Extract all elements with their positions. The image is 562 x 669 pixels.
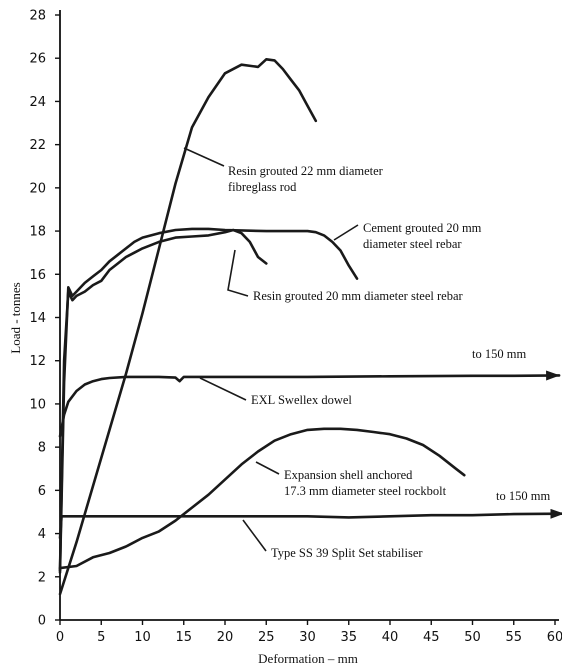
y-tick-label: 4	[38, 527, 46, 542]
annotation-label-7: to 150 mm	[496, 489, 550, 503]
y-tick-label: 2	[38, 570, 46, 585]
y-tick-label: 6	[38, 484, 46, 499]
annotation-label-4: to 150 mm	[472, 347, 526, 361]
x-tick-label: 50	[464, 630, 481, 645]
annotation-label-6: Expansion shell anchored	[284, 468, 413, 482]
y-tick-label: 28	[29, 9, 46, 24]
x-tick-label: 30	[299, 630, 316, 645]
series-line-3	[58, 228, 268, 572]
annotation-leader-5	[199, 377, 247, 401]
y-tick-label: 26	[29, 52, 46, 67]
y-tick-label: 12	[29, 354, 46, 369]
x-tick-label: 0	[56, 630, 64, 645]
annotations-group: Resin grouted 22 mm diameter fibreglass r…	[183, 147, 550, 560]
y-tick-label: 16	[29, 268, 46, 283]
y-tick-label: 18	[29, 225, 46, 240]
x-axis-title: Deformation – mm	[258, 651, 358, 666]
annotation-label-5: EXL Swellex dowel	[251, 393, 352, 407]
series-line-2	[58, 227, 359, 574]
x-tick-label: 60	[547, 630, 562, 645]
y-tick-label: 8	[38, 441, 46, 456]
x-tick-label: 55	[505, 630, 522, 645]
x-tick-label: 35	[340, 630, 357, 645]
annotation-leader-2	[333, 224, 359, 241]
annotation-label-1: Resin grouted 22 mm diameter	[228, 164, 384, 178]
annotation-leader-8	[242, 519, 267, 552]
y-tick-label: 0	[38, 614, 46, 629]
series-line-5	[58, 427, 466, 570]
series-group	[58, 58, 562, 596]
annotation-label-3: Resin grouted 20 mm diameter steel rebar	[253, 289, 463, 303]
annotation-leader-6	[255, 461, 280, 475]
annotation-leader-3	[227, 249, 249, 297]
y-tick-label: 22	[29, 138, 46, 153]
series-line-4	[58, 370, 561, 438]
y-tick-label: 10	[29, 397, 46, 412]
annotation-label-2: Cement grouted 20 mm	[363, 221, 482, 235]
y-axis-title: Load - tonnes	[8, 282, 23, 353]
x-tick-label: 15	[175, 630, 192, 645]
x-tick-label: 20	[217, 630, 234, 645]
y-tick-label: 14	[29, 311, 46, 326]
annotation-label-6: 17.3 mm diameter steel rockbolt	[284, 484, 447, 498]
y-tick-label: 20	[29, 181, 46, 196]
x-tick-label: 40	[382, 630, 399, 645]
y-tick-label: 24	[29, 95, 46, 110]
annotation-leader-1	[183, 147, 225, 167]
annotation-label-8: Type SS 39 Split Set stabiliser	[271, 546, 423, 560]
x-tick-label: 5	[97, 630, 105, 645]
x-tick-label: 25	[258, 630, 275, 645]
annotation-label-2: diameter steel rebar	[363, 237, 462, 251]
series-line-6	[58, 508, 562, 540]
annotation-label-1: fibreglass rod	[228, 180, 297, 194]
x-tick-label: 45	[423, 630, 440, 645]
x-tick-label: 10	[134, 630, 151, 645]
series-line-1	[58, 58, 318, 596]
